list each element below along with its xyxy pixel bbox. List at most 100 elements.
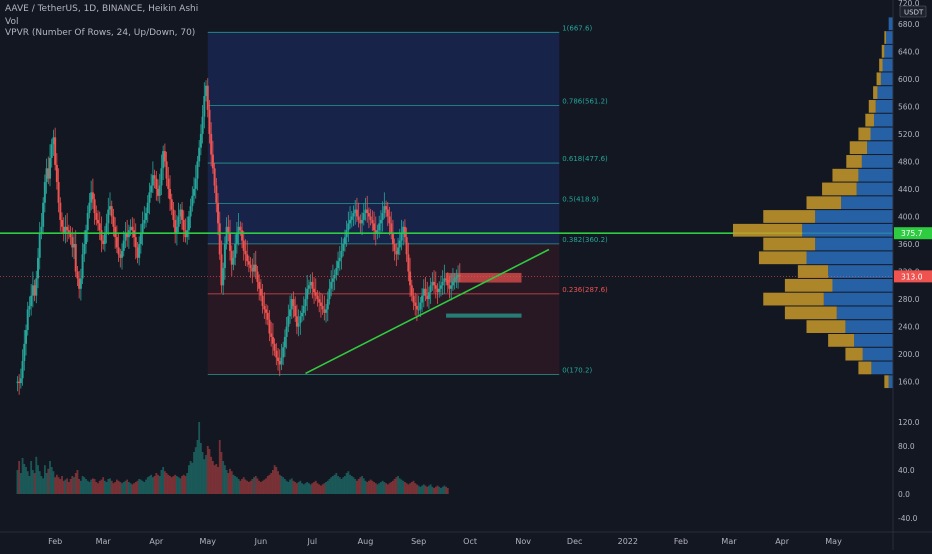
- candle-body[interactable]: [223, 244, 226, 269]
- candle-body[interactable]: [246, 254, 249, 262]
- candle-body[interactable]: [169, 188, 172, 200]
- candle-body[interactable]: [433, 281, 436, 286]
- candle-body[interactable]: [374, 230, 377, 234]
- candle-body[interactable]: [424, 288, 427, 296]
- candle-body[interactable]: [218, 223, 221, 255]
- candle-body[interactable]: [232, 257, 235, 265]
- candle-body[interactable]: [220, 254, 223, 286]
- candle-body[interactable]: [62, 226, 65, 234]
- candle-body[interactable]: [359, 219, 362, 224]
- candle-body[interactable]: [402, 226, 405, 234]
- symbol-legend[interactable]: AAVE / TetherUS, 1D, BINANCE, Heikin Ash…: [5, 4, 199, 14]
- candle-body[interactable]: [160, 168, 163, 186]
- zone-rect-0[interactable]: [446, 272, 522, 283]
- candle-body[interactable]: [163, 151, 166, 162]
- candle-body[interactable]: [119, 254, 122, 258]
- candle-body[interactable]: [182, 219, 185, 231]
- candle-body[interactable]: [280, 357, 283, 365]
- candle-body[interactable]: [100, 230, 103, 241]
- trend-line[interactable]: [305, 248, 550, 375]
- candle-body[interactable]: [439, 285, 442, 289]
- candle-body[interactable]: [229, 233, 232, 251]
- candle-body[interactable]: [172, 209, 175, 220]
- candle-body[interactable]: [297, 323, 300, 327]
- current-price-badge[interactable]: [894, 270, 932, 283]
- candle-body[interactable]: [273, 343, 276, 351]
- candle-body[interactable]: [237, 226, 240, 234]
- candle-body[interactable]: [277, 357, 280, 362]
- candle-body[interactable]: [242, 240, 245, 251]
- candle-body[interactable]: [225, 226, 228, 245]
- candle-body[interactable]: [357, 216, 360, 220]
- candle-body[interactable]: [299, 316, 302, 324]
- candle-body[interactable]: [83, 244, 86, 255]
- candle-body[interactable]: [450, 285, 453, 289]
- candle-body[interactable]: [265, 309, 268, 313]
- zone-rect-1[interactable]: [446, 313, 522, 318]
- candle-body[interactable]: [37, 257, 40, 279]
- candle-body[interactable]: [393, 244, 396, 251]
- candle-body[interactable]: [271, 336, 274, 344]
- candle-body[interactable]: [417, 309, 420, 311]
- candle-body[interactable]: [25, 330, 28, 344]
- candle-body[interactable]: [167, 178, 170, 189]
- candle-body[interactable]: [253, 264, 256, 272]
- candle-body[interactable]: [239, 226, 242, 231]
- candle-body[interactable]: [290, 299, 293, 310]
- candle-body[interactable]: [50, 144, 53, 158]
- candle-body[interactable]: [251, 268, 254, 272]
- candle-body[interactable]: [441, 281, 444, 286]
- candle-body[interactable]: [131, 226, 134, 231]
- candle-body[interactable]: [85, 230, 88, 245]
- candle-body[interactable]: [307, 285, 310, 289]
- candle-body[interactable]: [388, 216, 391, 224]
- candle-body[interactable]: [66, 226, 69, 231]
- candle-body[interactable]: [189, 206, 192, 217]
- candle-body[interactable]: [217, 202, 220, 224]
- candle-body[interactable]: [43, 182, 46, 203]
- candle-body[interactable]: [376, 230, 379, 234]
- candle-body[interactable]: [16, 381, 19, 383]
- candle-body[interactable]: [405, 237, 408, 255]
- candle-body[interactable]: [347, 223, 350, 231]
- candle-body[interactable]: [71, 237, 74, 248]
- candle-body[interactable]: [90, 192, 93, 203]
- candle-body[interactable]: [213, 168, 216, 186]
- candle-body[interactable]: [386, 209, 389, 217]
- candle-body[interactable]: [314, 292, 317, 296]
- candle-body[interactable]: [129, 226, 132, 231]
- candle-body[interactable]: [369, 216, 372, 220]
- candle-body[interactable]: [33, 285, 36, 296]
- candle-body[interactable]: [61, 219, 64, 227]
- candle-body[interactable]: [395, 250, 398, 255]
- candle-body[interactable]: [247, 261, 250, 265]
- candle-body[interactable]: [199, 133, 202, 148]
- candle-body[interactable]: [112, 216, 115, 227]
- candle-body[interactable]: [244, 250, 247, 255]
- candle-body[interactable]: [64, 226, 67, 234]
- candle-body[interactable]: [49, 157, 52, 179]
- candle-body[interactable]: [446, 279, 449, 286]
- candle-body[interactable]: [187, 216, 190, 231]
- candle-body[interactable]: [254, 264, 257, 272]
- candle-body[interactable]: [328, 288, 331, 300]
- candle-body[interactable]: [383, 206, 386, 214]
- candle-body[interactable]: [295, 316, 298, 327]
- vpvr-legend[interactable]: VPVR (Number Of Rows, 24, Up/Down, 70): [5, 28, 196, 38]
- candle-body[interactable]: [215, 185, 218, 203]
- candle-body[interactable]: [294, 305, 297, 317]
- candle-body[interactable]: [349, 219, 352, 224]
- line-price-badge[interactable]: [894, 227, 932, 240]
- candle-body[interactable]: [287, 316, 290, 327]
- candle-body[interactable]: [79, 278, 82, 289]
- candle-body[interactable]: [343, 237, 346, 245]
- candle-body[interactable]: [325, 309, 328, 313]
- candle-body[interactable]: [270, 333, 273, 337]
- candle-body[interactable]: [378, 223, 381, 231]
- candle-body[interactable]: [201, 116, 204, 134]
- candle-body[interactable]: [385, 206, 388, 210]
- candle-body[interactable]: [427, 292, 430, 300]
- candle-body[interactable]: [282, 347, 285, 358]
- candle-body[interactable]: [362, 213, 365, 220]
